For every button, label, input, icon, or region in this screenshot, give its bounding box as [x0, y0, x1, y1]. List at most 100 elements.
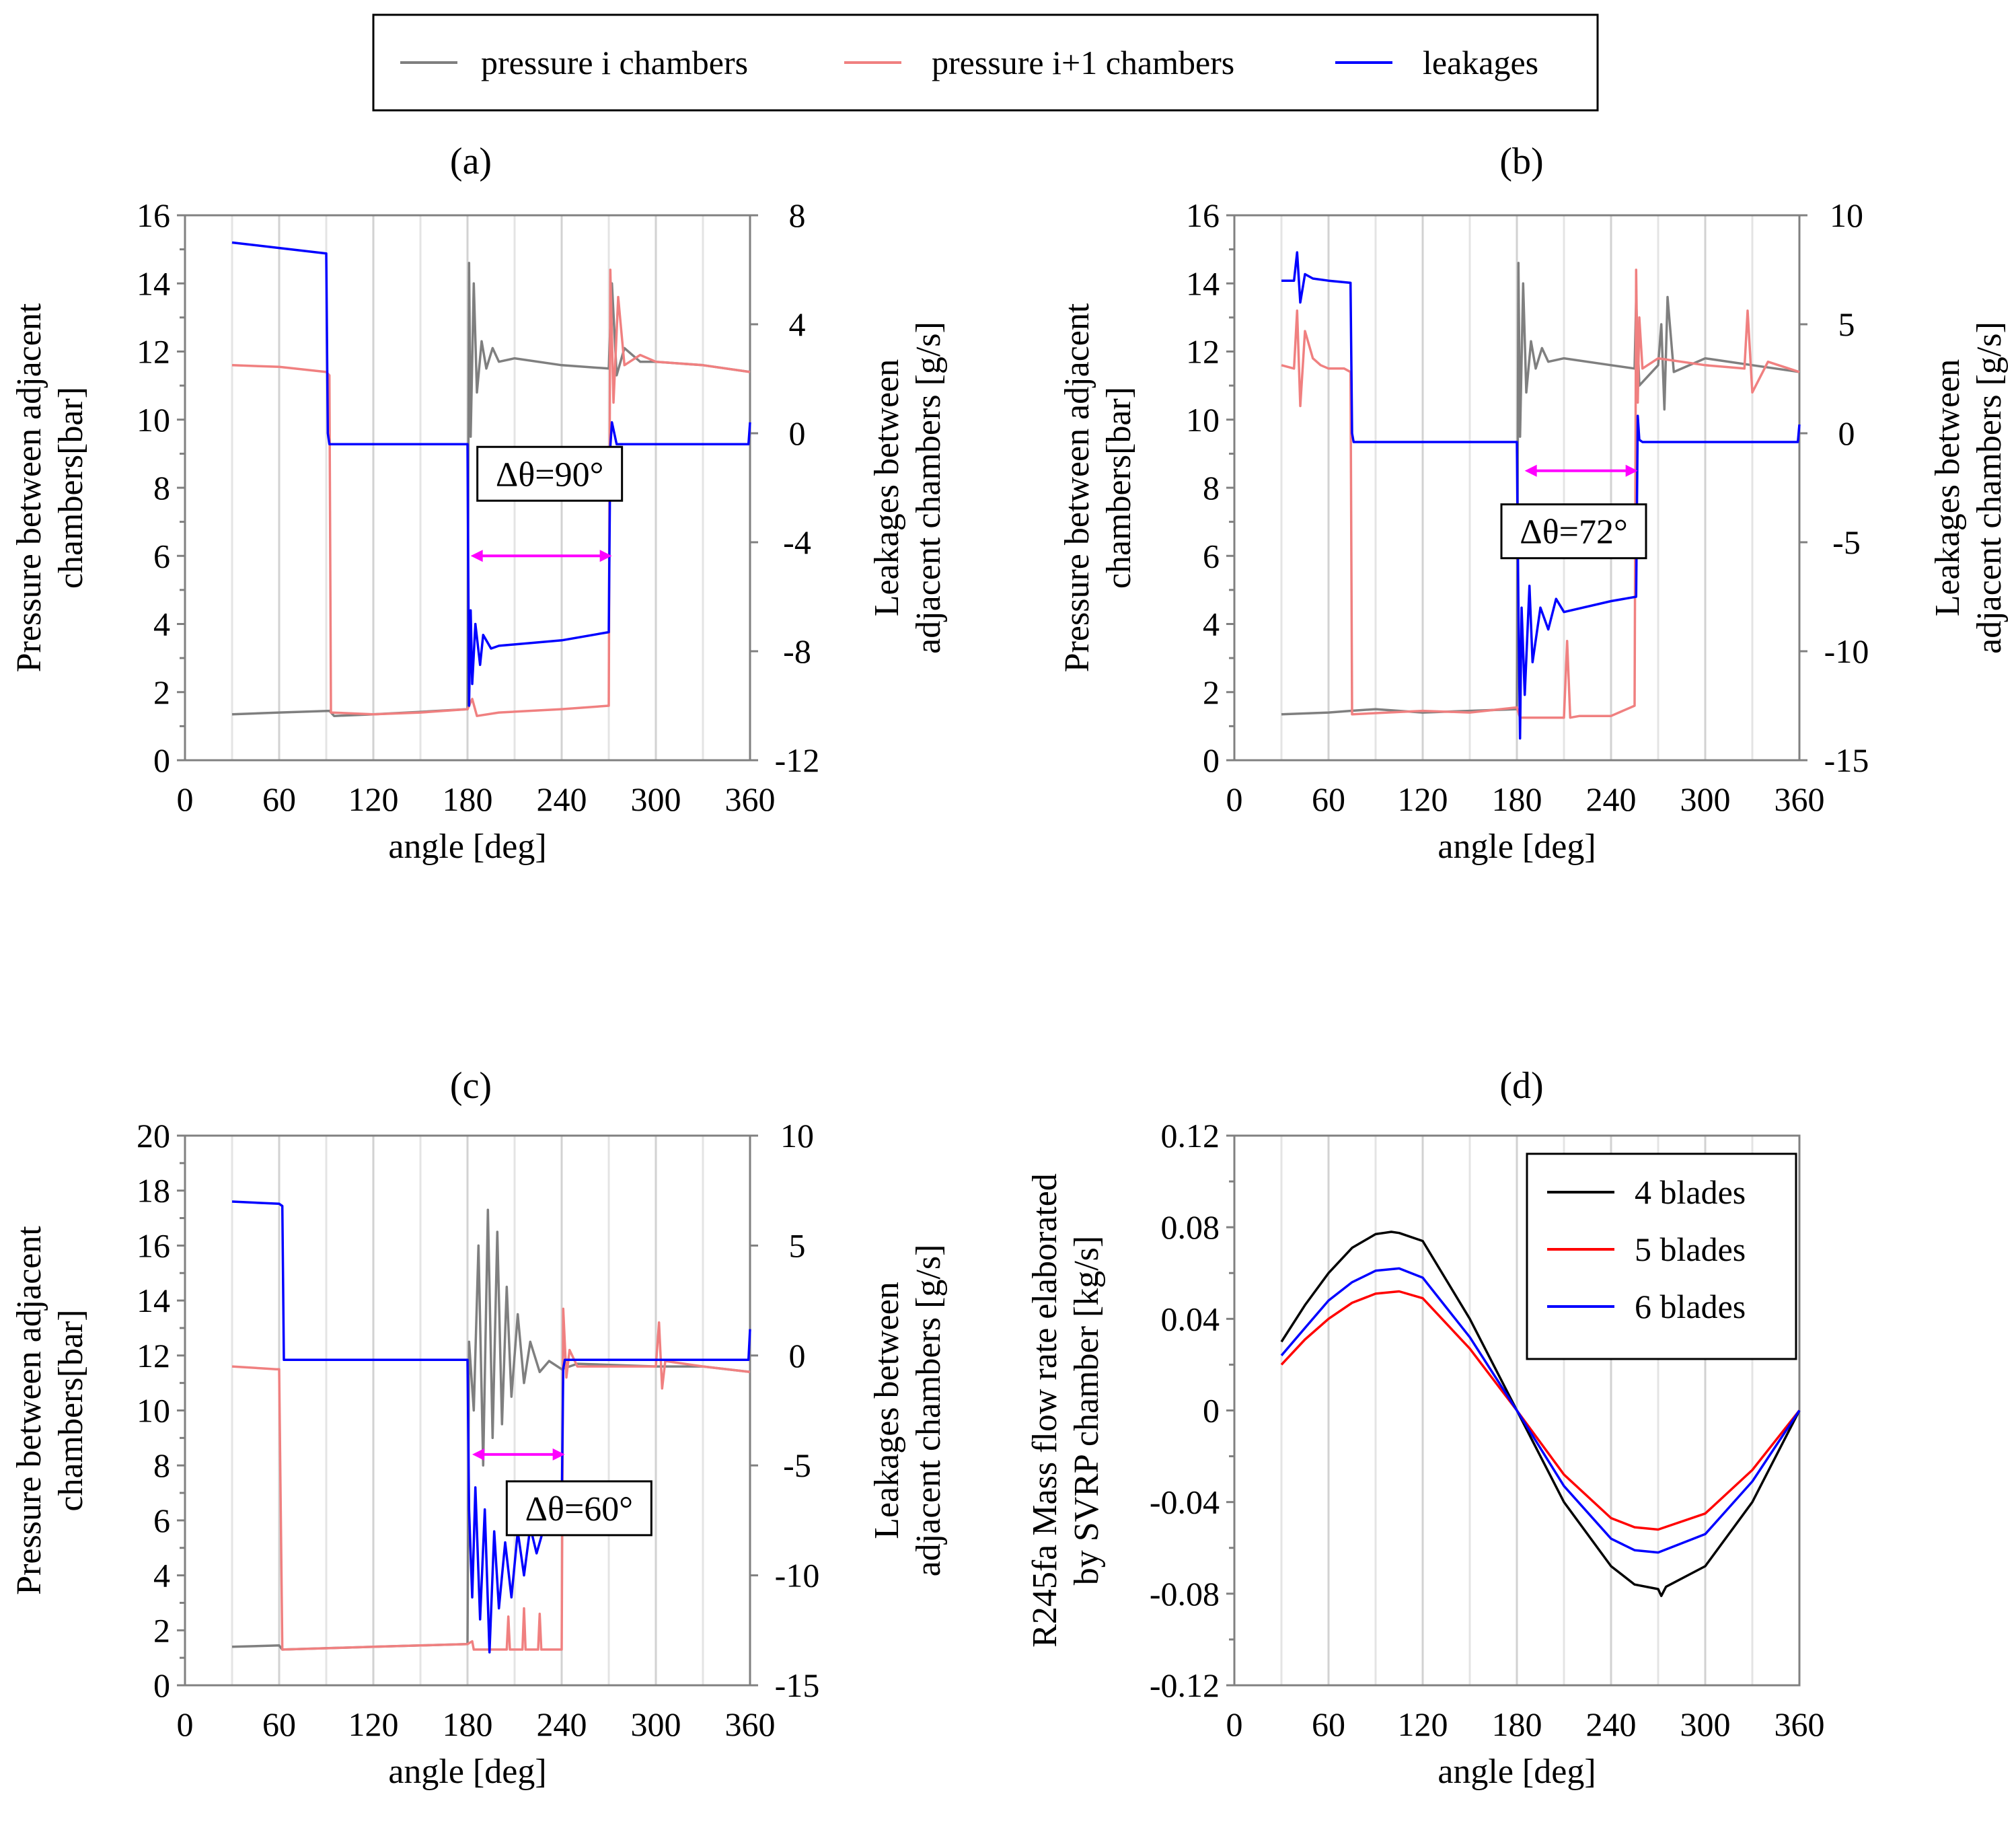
x-tick-label: 120	[1398, 1705, 1448, 1743]
x-tick-label: 180	[1492, 1705, 1542, 1743]
series-line-leakages	[1281, 251, 1801, 740]
x-tick-label: 300	[631, 1705, 681, 1743]
x-tick-label: 0	[1226, 780, 1243, 818]
y2-axis-label-line: adjacent chambers [g/s]	[1970, 322, 2009, 654]
panel-b-title: (b)	[1499, 141, 1543, 182]
x-tick-label: 240	[1586, 780, 1637, 818]
y2-tick-label: 0	[1838, 414, 1855, 452]
panel-d-legend-label: 6 blades	[1635, 1288, 1746, 1325]
delta-theta-label: Δθ=90°	[496, 455, 603, 494]
x-tick-label: 240	[1586, 1705, 1637, 1743]
y-tick-label: 0	[153, 741, 170, 779]
y2-axis-label: Leakages betweenadjacent chambers [g/s]	[868, 322, 948, 654]
plot-frame	[1233, 214, 1801, 762]
y2-axis-label: Leakages betweenadjacent chambers [g/s]	[1929, 322, 2009, 654]
series-line-pressure-i-1-chambers	[231, 268, 751, 717]
y-tick-label: 18	[137, 1172, 170, 1210]
panel-c-title: (c)	[450, 1065, 492, 1107]
panel-d-legend-label: 4 blades	[1635, 1173, 1746, 1211]
y-tick-label: 0.04	[1161, 1300, 1220, 1337]
x-tick-label: 360	[725, 780, 776, 818]
x-tick-label: 60	[262, 780, 296, 818]
y-tick-label: 14	[1186, 264, 1220, 302]
x-tick-label: 360	[1775, 1705, 1825, 1743]
delta-theta-arrowhead-left	[472, 1448, 484, 1461]
y2-tick-label: -15	[1824, 741, 1869, 779]
y-axis-label-line: chambers[bar]	[52, 1309, 90, 1511]
y-axis-label-line: by SVRP chamber [kg/s]	[1068, 1236, 1106, 1585]
panel-a-chart: (a) 0 60 120 180 240 300 360 0 2 4 6 8 10 12 14 16 -12 -8 -…	[10, 141, 948, 866]
y-tick-label: 0	[1203, 1392, 1220, 1430]
x-tick-label: 180	[443, 1705, 493, 1743]
y-tick-label: -0.08	[1150, 1575, 1220, 1613]
series-line-pressure-i-chambers	[1281, 262, 1800, 716]
y-tick-label: -0.04	[1150, 1483, 1220, 1521]
x-axis-label: angle [deg]	[1438, 828, 1596, 866]
y-tick-label: 10	[137, 1392, 170, 1430]
y-tick-label: 10	[1186, 401, 1220, 439]
delta-theta-box	[505, 1480, 652, 1537]
y2-tick-label: 10	[1830, 196, 1863, 234]
legend-frame	[372, 13, 1599, 112]
series-line-6-blades	[1280, 1267, 1801, 1554]
legend-box: pressure i chambers pressure i+1 chamber…	[372, 13, 1599, 112]
y-tick-label: 12	[137, 333, 170, 371]
y-tick-label: 2	[153, 673, 170, 711]
y-tick-label: 16	[1186, 196, 1220, 234]
y-tick-label: 4	[1203, 605, 1220, 643]
x-tick-label: 240	[537, 1705, 587, 1743]
y-tick-label: 6	[153, 537, 170, 575]
panel-a-title: (a)	[450, 141, 492, 182]
x-tick-label: 300	[1680, 1705, 1731, 1743]
y-tick-label: 4	[153, 1557, 170, 1594]
x-tick-label: 120	[348, 780, 399, 818]
x-tick-label: 360	[1775, 780, 1825, 818]
y-tick-label: 8	[153, 469, 170, 507]
y-axis-label-line: R245fa Mass flow rate elaborated	[1026, 1173, 1064, 1648]
y2-tick-label: 8	[789, 196, 806, 234]
y-tick-label: 2	[153, 1611, 170, 1649]
x-tick-label: 180	[443, 780, 493, 818]
y2-axis-label-line: Leakages between	[868, 359, 906, 617]
y-tick-label: 8	[1203, 469, 1220, 507]
x-tick-label: 360	[725, 1705, 776, 1743]
x-axis-label: angle [deg]	[388, 1753, 546, 1791]
legend-label-pressure-i: pressure i chambers	[481, 44, 748, 81]
y-tick-label: 16	[137, 1226, 170, 1264]
x-tick-label: 0	[177, 1705, 194, 1743]
y-axis-label: R245fa Mass flow rate elaboratedby SVRP …	[1026, 1173, 1106, 1648]
panel-d-chart: (d) 0 60 120 180 240 300 360 -0.12 -0.08 -0.04 0 0.0…	[1026, 1065, 1825, 1791]
y2-tick-label: 5	[1838, 305, 1855, 343]
y-axis-label: Pressure between adjacentchambers[bar]	[1058, 303, 1138, 672]
y2-axis-label-line: Leakages between	[868, 1282, 906, 1539]
y2-tick-label: 0	[789, 414, 806, 452]
y2-axis-label-line: adjacent chambers [g/s]	[909, 1245, 948, 1577]
panel-d-legend-label: 5 blades	[1635, 1230, 1746, 1268]
y2-tick-label: -10	[775, 1557, 820, 1594]
x-axis-label: angle [deg]	[1438, 1753, 1596, 1791]
x-tick-label: 180	[1492, 780, 1542, 818]
x-tick-label: 240	[537, 780, 587, 818]
y-tick-label: 6	[1203, 537, 1220, 575]
plot-frame	[184, 214, 751, 762]
y-tick-label: 0.08	[1161, 1208, 1220, 1246]
y-tick-label: 10	[137, 401, 170, 439]
panel-d-title: (d)	[1499, 1065, 1543, 1107]
x-axis-label: angle [deg]	[388, 828, 546, 866]
y-tick-label: 8	[153, 1446, 170, 1484]
series-line-pressure-i-1-chambers	[1281, 268, 1800, 719]
x-tick-label: 0	[1226, 1705, 1243, 1743]
y-axis-label: Pressure between adjacentchambers[bar]	[10, 303, 90, 672]
y2-tick-label: 5	[789, 1226, 806, 1264]
y-axis-label: Pressure between adjacentchambers[bar]	[10, 1226, 90, 1595]
series-line-5-blades	[1280, 1290, 1801, 1531]
y2-axis-label: Leakages betweenadjacent chambers [g/s]	[868, 1245, 948, 1577]
panel-c-chart: (c) 0 60 120 180 240 300 360 0 2 4 6 8 10 12 14 16 18 20 -1…	[10, 1065, 948, 1791]
series-line-4-blades	[1280, 1230, 1801, 1597]
y2-axis-label-line: Leakages between	[1929, 359, 1967, 617]
y-tick-label: 20	[137, 1117, 170, 1154]
y2-tick-label: -8	[783, 632, 811, 670]
y2-tick-label: -5	[1832, 523, 1861, 561]
delta-theta-label: Δθ=60°	[525, 1490, 633, 1529]
